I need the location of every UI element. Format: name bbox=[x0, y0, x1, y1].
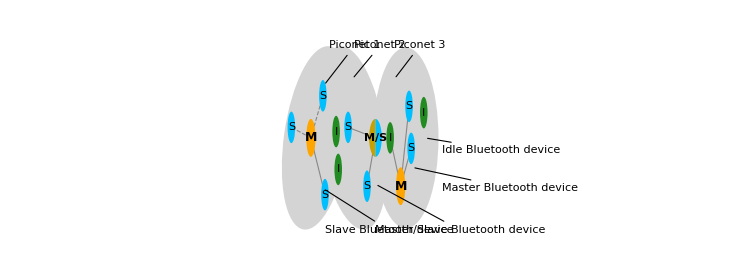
Ellipse shape bbox=[333, 116, 340, 147]
Text: M/S: M/S bbox=[364, 133, 387, 143]
Ellipse shape bbox=[420, 97, 427, 128]
Text: M: M bbox=[394, 180, 407, 193]
Ellipse shape bbox=[319, 80, 327, 112]
Ellipse shape bbox=[386, 122, 394, 154]
Ellipse shape bbox=[407, 133, 415, 164]
Ellipse shape bbox=[363, 170, 371, 202]
Text: M: M bbox=[305, 131, 317, 144]
Text: I: I bbox=[388, 133, 392, 143]
Text: Piconet 2: Piconet 2 bbox=[354, 40, 406, 77]
PathPatch shape bbox=[369, 119, 376, 157]
Text: I: I bbox=[422, 108, 425, 118]
Text: Master Bluetooth device: Master Bluetooth device bbox=[415, 168, 578, 193]
Ellipse shape bbox=[318, 46, 387, 230]
Ellipse shape bbox=[373, 48, 439, 228]
Text: S: S bbox=[408, 143, 415, 153]
Text: Master/Slave Bluetooth device: Master/Slave Bluetooth device bbox=[376, 185, 546, 235]
Ellipse shape bbox=[282, 46, 351, 230]
Ellipse shape bbox=[321, 179, 329, 210]
Text: I: I bbox=[334, 127, 338, 136]
Ellipse shape bbox=[306, 119, 315, 157]
Text: S: S bbox=[288, 122, 295, 132]
Text: S: S bbox=[345, 122, 351, 132]
Text: Piconet 3: Piconet 3 bbox=[394, 40, 446, 77]
Ellipse shape bbox=[344, 112, 352, 143]
Text: Piconet 1: Piconet 1 bbox=[326, 40, 381, 83]
Text: S: S bbox=[319, 91, 327, 101]
Ellipse shape bbox=[396, 167, 406, 205]
Text: S: S bbox=[406, 101, 412, 111]
Text: Slave Bluetooth device: Slave Bluetooth device bbox=[325, 190, 454, 235]
Text: I: I bbox=[336, 164, 340, 174]
Ellipse shape bbox=[288, 112, 295, 143]
Ellipse shape bbox=[406, 91, 413, 122]
Text: S: S bbox=[321, 190, 328, 200]
PathPatch shape bbox=[376, 119, 382, 157]
Ellipse shape bbox=[334, 154, 342, 185]
Text: Idle Bluetooth device: Idle Bluetooth device bbox=[427, 138, 560, 156]
Text: S: S bbox=[363, 181, 370, 191]
